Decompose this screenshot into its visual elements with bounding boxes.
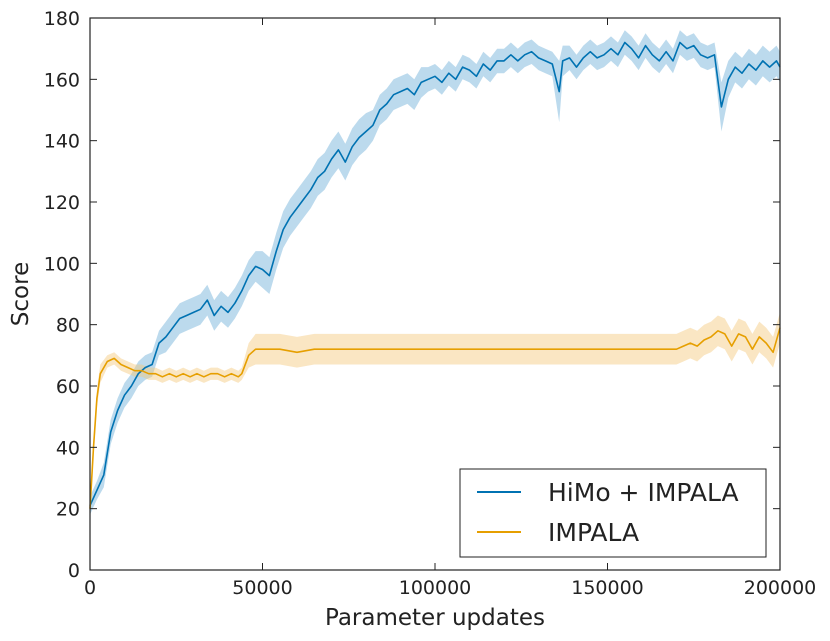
legend-box [459, 468, 767, 558]
y-tick-label: 40 [56, 437, 80, 459]
x-tick-label: 50000 [232, 577, 292, 599]
y-tick-label: 60 [56, 376, 80, 398]
series-lines [89, 41, 781, 509]
y-tick-label: 20 [56, 499, 80, 521]
x-tick-label: 0 [84, 577, 96, 599]
band-series-1 [90, 312, 780, 518]
legend-label-himo: HiMo + IMPALA [548, 478, 739, 507]
line-series-0 [89, 41, 781, 506]
y-tick-label: 120 [44, 192, 80, 214]
y-tick-label: 80 [56, 315, 80, 337]
uncertainty-bands [90, 30, 780, 518]
x-tick-label: 200000 [744, 577, 817, 599]
y-tick-label: 0 [68, 560, 80, 582]
y-tick-label: 140 [44, 131, 80, 153]
y-tick-label: 100 [44, 253, 80, 275]
y-tick-label: 180 [44, 8, 80, 30]
y-axis-label: Score [8, 262, 34, 326]
axis-ticks: 0 50000 100000 150000 200000 0 20 40 60 80 100 120 1… [44, 8, 817, 599]
x-axis-label: Parameter updates [325, 605, 545, 631]
legend: HiMo + IMPALA IMPALA [459, 468, 767, 558]
y-tick-label: 160 [44, 69, 80, 91]
line-series-1 [89, 327, 781, 509]
legend-label-impala: IMPALA [548, 518, 639, 547]
x-tick-label: 100000 [399, 577, 472, 599]
x-tick-label: 150000 [571, 577, 644, 599]
